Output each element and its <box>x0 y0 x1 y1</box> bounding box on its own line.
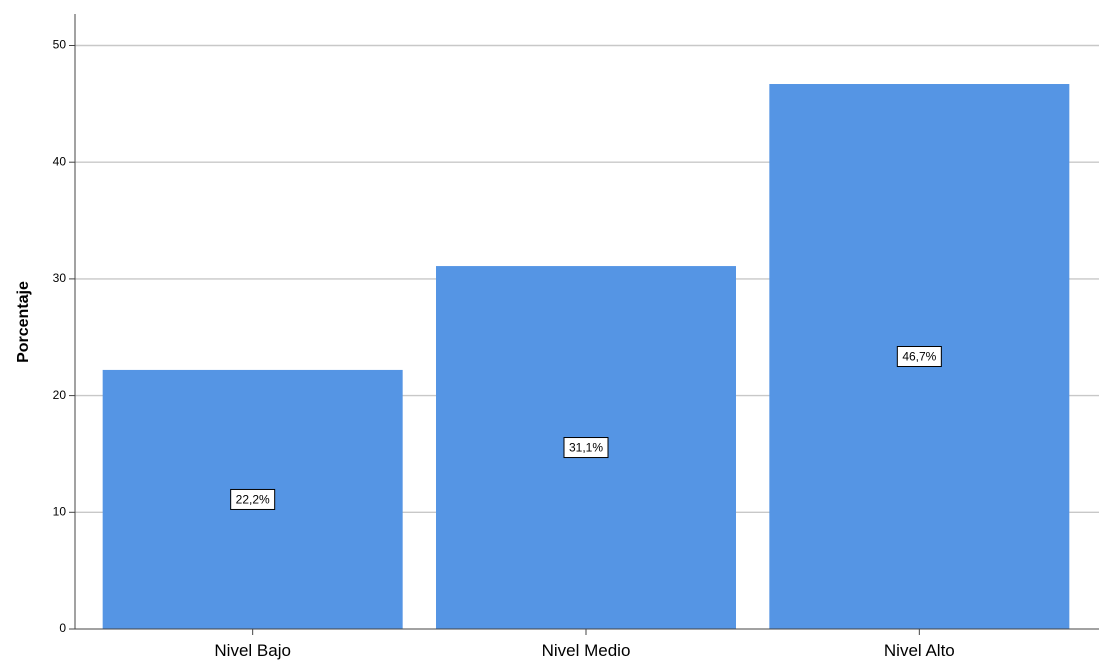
y-tick-label: 30 <box>53 271 67 285</box>
y-tick-label: 10 <box>53 504 67 518</box>
data-label-text: 31,1% <box>569 441 603 455</box>
y-tick-labels: 0 10 20 30 40 50 <box>53 38 75 635</box>
data-label: 46,7% <box>896 346 942 368</box>
y-tick-label: 40 <box>53 154 67 168</box>
data-label-box <box>230 488 276 510</box>
data-label: 31,1% <box>563 437 609 459</box>
y-tick-label: 20 <box>53 388 67 402</box>
data-label: 22,2% <box>230 488 276 510</box>
axes <box>74 14 1099 630</box>
data-label-box <box>896 346 942 368</box>
data-label-box <box>563 437 609 459</box>
y-tick-label: 50 <box>53 38 67 52</box>
x-tick-label: Nivel Medio <box>542 641 631 660</box>
y-tick-label: 0 <box>59 621 66 635</box>
data-label-text: 22,2% <box>236 493 270 507</box>
x-tick-label: Nivel Bajo <box>214 641 291 660</box>
y-axis-label: Porcentaje <box>15 281 32 363</box>
x-tick-label: Nivel Alto <box>884 641 955 660</box>
x-tick-labels: Nivel Bajo Nivel Medio Nivel Alto <box>214 629 955 660</box>
data-labels: 22,2% 31,1% 46,7% <box>230 346 942 510</box>
data-label-text: 46,7% <box>902 350 936 364</box>
